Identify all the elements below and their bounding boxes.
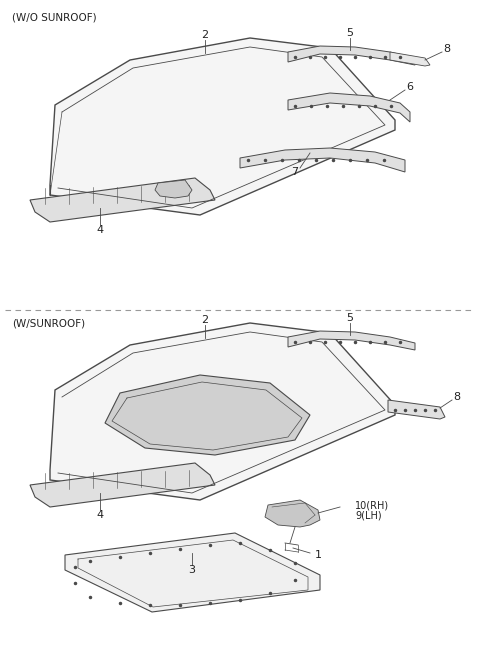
Polygon shape xyxy=(288,331,415,350)
Polygon shape xyxy=(30,463,215,507)
Polygon shape xyxy=(65,533,320,612)
Text: 2: 2 xyxy=(202,315,209,325)
Polygon shape xyxy=(30,178,215,222)
Text: 6: 6 xyxy=(407,82,413,92)
Text: 5: 5 xyxy=(347,313,353,323)
Polygon shape xyxy=(288,46,415,65)
Text: 4: 4 xyxy=(96,225,104,235)
Text: 9(LH): 9(LH) xyxy=(355,510,382,520)
Polygon shape xyxy=(388,400,445,419)
Polygon shape xyxy=(265,500,320,527)
Text: 8: 8 xyxy=(454,392,461,402)
Text: 8: 8 xyxy=(444,44,451,54)
Text: (W/O SUNROOF): (W/O SUNROOF) xyxy=(12,12,96,22)
Text: 2: 2 xyxy=(202,30,209,40)
Polygon shape xyxy=(155,180,192,198)
Text: 10(RH): 10(RH) xyxy=(355,500,389,510)
Text: 4: 4 xyxy=(96,510,104,520)
Polygon shape xyxy=(288,93,410,122)
Polygon shape xyxy=(50,323,395,500)
Text: 5: 5 xyxy=(347,28,353,38)
Text: (W/SUNROOF): (W/SUNROOF) xyxy=(12,318,85,328)
Polygon shape xyxy=(50,38,395,215)
Polygon shape xyxy=(390,52,430,66)
Text: 3: 3 xyxy=(189,565,195,575)
Polygon shape xyxy=(105,375,310,455)
Text: 7: 7 xyxy=(291,167,299,177)
Polygon shape xyxy=(240,148,405,172)
Text: 1: 1 xyxy=(314,550,322,560)
